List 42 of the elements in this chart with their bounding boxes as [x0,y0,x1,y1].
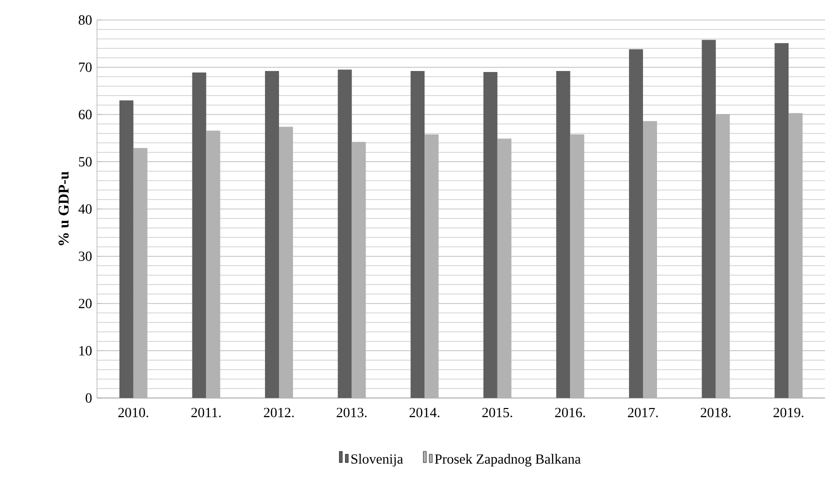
bar [338,70,352,398]
bar [279,126,294,398]
y-tick-label: 0 [86,393,92,403]
y-tick-label: 10 [79,346,92,356]
bar [424,134,439,398]
bar [788,113,803,398]
x-tick-label: 2011. [191,408,221,418]
y-tick-label: 60 [78,110,92,120]
bar [483,72,498,398]
legend-label: Prosek Zapadnog Balkana [434,454,581,467]
bar [497,138,512,398]
x-tick-label: 2014. [410,408,440,418]
x-tick-label: 2017. [628,408,658,418]
legend-label: Slovenija [351,454,403,467]
y-tick-label: 20 [78,298,92,308]
bar [556,71,570,398]
bar [570,134,584,398]
y-tick-label: 50 [79,157,92,166]
y-tick-label: 70 [79,62,92,72]
x-tick-label: 2010. [118,408,148,418]
bar [716,114,730,398]
bar [192,72,206,398]
bar [629,49,644,398]
x-tick-label: 2012. [264,408,294,418]
x-tick-label: 2019. [774,408,804,418]
y-tick-label: 40 [78,204,92,214]
bar [133,148,148,398]
x-tick-label: 2018. [700,408,731,418]
bar [774,43,789,398]
bar [702,40,716,398]
bar [206,130,220,398]
bar [265,71,279,398]
y-tick-label: 80 [78,15,92,25]
x-tick-label: 2013. [336,408,367,418]
bar [643,121,658,398]
y-tick-label: 30 [78,252,92,261]
y-axis-title: % u GDP-u [58,172,69,246]
x-tick-label: 2016. [555,408,585,418]
x-tick-label: 2015. [482,408,512,418]
bar [352,142,366,398]
bar [410,71,425,398]
bar [119,100,134,398]
